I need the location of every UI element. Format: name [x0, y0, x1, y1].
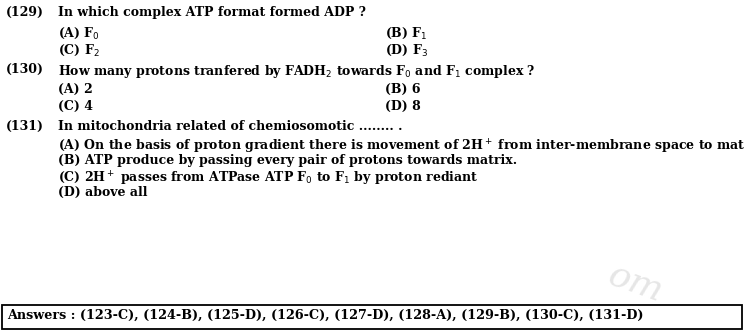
Text: (C) 2H$^+$ passes from ATPase ATP F$_0$ to F$_1$ by proton rediant: (C) 2H$^+$ passes from ATPase ATP F$_0$ …	[58, 170, 478, 188]
Text: (131): (131)	[6, 120, 44, 133]
Text: (D) 8: (D) 8	[385, 100, 421, 113]
Text: (B) 6: (B) 6	[385, 83, 420, 96]
Text: How many protons tranfered by FADH$_2$ towards F$_0$ and F$_1$ complex ?: How many protons tranfered by FADH$_2$ t…	[58, 63, 536, 80]
Text: (B) F$_1$: (B) F$_1$	[385, 26, 428, 41]
Text: (129): (129)	[6, 6, 44, 19]
Bar	[2, 305, 742, 329]
Text: (C) 4: (C) 4	[58, 100, 93, 113]
Text: (130): (130)	[6, 63, 44, 76]
Text: (B) ATP produce by passing every pair of protons towards matrix.: (B) ATP produce by passing every pair of…	[58, 154, 517, 167]
Text: (A) 2: (A) 2	[58, 83, 93, 96]
Text: (D) above all: (D) above all	[58, 186, 147, 199]
Text: In which complex ATP format formed ADP ?: In which complex ATP format formed ADP ?	[58, 6, 366, 19]
Text: Answers : (123-C), (124-B), (125-D), (126-C), (127-D), (128-A), (129-B), (130-C): Answers : (123-C), (124-B), (125-D), (12…	[7, 309, 644, 322]
Text: (A) F$_0$: (A) F$_0$	[58, 26, 100, 41]
Text: om: om	[603, 258, 667, 309]
Text: (C) F$_2$: (C) F$_2$	[58, 43, 100, 58]
Text: In mitochondria related of chemiosomotic ........ .: In mitochondria related of chemiosomotic…	[58, 120, 403, 133]
Text: (D) F$_3$: (D) F$_3$	[385, 43, 428, 58]
Text: (A) On the basis of proton gradient there is movement of 2H$^+$ from inter-membr: (A) On the basis of proton gradient ther…	[58, 138, 744, 156]
